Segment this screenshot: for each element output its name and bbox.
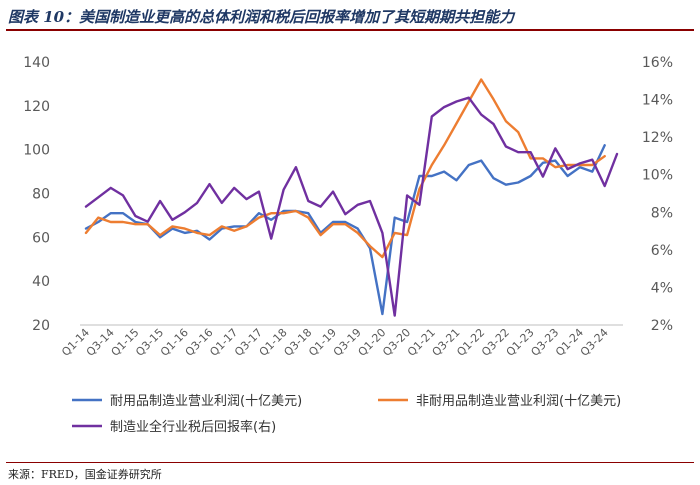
chart-axes: 204060801001201402%4%6%8%10%12%14%16%Q1-… xyxy=(23,55,673,359)
chart-series xyxy=(84,78,619,317)
footer-divider xyxy=(6,462,694,463)
y-right-tick-label: 4% xyxy=(651,280,673,296)
y-right-tick-label: 14% xyxy=(642,93,673,109)
y-left-tick-label: 120 xyxy=(23,99,50,115)
series-line-1 xyxy=(84,144,606,316)
title-divider xyxy=(6,29,694,31)
y-left-tick-label: 100 xyxy=(23,143,50,159)
series-line-3 xyxy=(84,96,619,317)
y-left-tick-label: 40 xyxy=(32,274,50,290)
y-left-tick-label: 80 xyxy=(32,187,50,203)
y-right-tick-label: 16% xyxy=(642,55,673,71)
series-line-2 xyxy=(84,78,606,259)
y-left-tick-label: 60 xyxy=(32,230,50,246)
y-right-tick-label: 6% xyxy=(651,243,673,259)
y-right-tick-label: 2% xyxy=(651,318,673,334)
y-left-tick-label: 20 xyxy=(32,318,50,334)
figure-title: 图表 10：美国制造业更高的总体利润和税后回报率增加了其短期期共担能力 xyxy=(8,8,515,26)
legend-label-1: 耐用品制造业营业利润(十亿美元) xyxy=(110,394,302,409)
y-right-tick-label: 12% xyxy=(642,130,673,146)
line-chart: 204060801001201402%4%6%8%10%12%14%16%Q1-… xyxy=(23,55,673,435)
y-left-tick-label: 140 xyxy=(23,55,50,71)
source-note: 来源：FRED，国金证券研究所 xyxy=(8,468,162,481)
y-right-tick-label: 10% xyxy=(642,168,673,184)
x-tick-label: Q3-24 xyxy=(578,326,611,359)
legend-label-3: 制造业全行业税后回报率(右) xyxy=(110,419,276,435)
y-right-tick-label: 8% xyxy=(651,205,673,221)
chart-legend: 耐用品制造业营业利润(十亿美元) 非耐用品制造业营业利润(十亿美元) 制造业全行业税… xyxy=(72,394,621,435)
legend-label-2: 非耐用品制造业营业利润(十亿美元) xyxy=(416,394,621,409)
